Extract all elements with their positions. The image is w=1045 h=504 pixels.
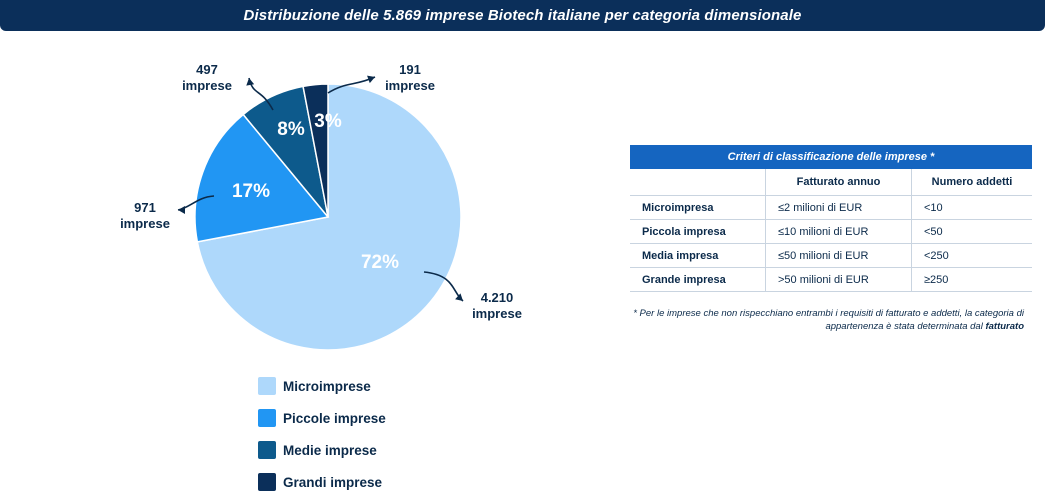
callout-arrowhead <box>178 206 185 214</box>
row-category: Grande impresa <box>642 273 726 286</box>
legend: Microimprese Piccole imprese Medie impre… <box>258 376 386 504</box>
row-revenue: ≤50 milioni di EUR <box>765 244 911 267</box>
row-category: Microimpresa <box>642 201 714 214</box>
table-row: Piccola impresa ≤10 milioni di EUR <50 <box>630 220 1032 244</box>
legend-label: Medie imprese <box>283 442 377 458</box>
header-cell-employees: Numero addetti <box>911 169 1032 195</box>
table-row: Media impresa ≤50 milioni di EUR <250 <box>630 244 1032 268</box>
criteria-header-row: Fatturato annuo Numero addetti <box>630 169 1032 196</box>
legend-swatch <box>258 441 276 459</box>
pie-slice-grandi <box>302 83 329 218</box>
header-cell-revenue: Fatturato annuo <box>765 169 911 195</box>
pie-slice-micro <box>196 83 462 351</box>
row-revenue: >50 milioni di EUR <box>765 268 911 291</box>
legend-swatch <box>258 473 276 491</box>
callout-arrowhead <box>246 78 255 86</box>
criteria-table: Criteri di classificazione delle imprese… <box>630 145 1032 292</box>
slice-count-value: 4.210 <box>481 290 514 305</box>
row-revenue: ≤10 milioni di EUR <box>765 220 911 243</box>
chart-title: Distribuzione delle 5.869 imprese Biotec… <box>243 7 802 24</box>
row-category: Media impresa <box>642 249 719 262</box>
legend-label: Grandi imprese <box>283 474 383 490</box>
slice-count-value: 191 <box>399 62 421 77</box>
callout-arrowhead <box>367 75 375 84</box>
footnote-bold: fatturato <box>985 321 1024 332</box>
row-revenue: ≤2 milioni di EUR <box>765 196 911 219</box>
row-employees: <10 <box>911 196 1032 219</box>
slice-percent-label: 8% <box>277 119 305 140</box>
pie-slice-piccole <box>194 113 330 243</box>
callout-arrowhead <box>455 293 463 301</box>
row-employees: ≥250 <box>911 268 1032 291</box>
title-bar: Distribuzione delle 5.869 imprese Biotec… <box>0 0 1045 31</box>
legend-item-micro: Microimprese <box>258 376 386 396</box>
slice-count-unit: imprese <box>472 306 522 321</box>
legend-swatch <box>258 409 276 427</box>
legend-label: Piccole imprese <box>283 410 386 426</box>
slice-count-unit: imprese <box>120 216 170 231</box>
legend-item-medie: Medie imprese <box>258 440 386 460</box>
row-employees: <50 <box>911 220 1032 243</box>
legend-item-piccole: Piccole imprese <box>258 408 386 428</box>
legend-label: Microimprese <box>283 378 371 394</box>
footnote-text: * Per le imprese che non rispecchiano en… <box>633 308 1024 332</box>
criteria-title: Criteri di classificazione delle imprese… <box>630 145 1032 169</box>
table-row: Microimpresa ≤2 milioni di EUR <10 <box>630 196 1032 220</box>
slice-percent-label: 72% <box>361 252 399 273</box>
table-row: Grande impresa >50 milioni di EUR ≥250 <box>630 268 1032 292</box>
slice-count-unit: imprese <box>385 78 435 93</box>
slice-count-value: 971 <box>134 200 156 215</box>
legend-swatch <box>258 377 276 395</box>
pie-chart: 72%4.210imprese17%971imprese8%497imprese… <box>120 62 522 351</box>
criteria-footnote: * Per le imprese che non rispecchiano en… <box>630 307 1024 333</box>
row-category: Piccola impresa <box>642 225 726 238</box>
header-cell-empty <box>630 169 765 195</box>
slice-count-unit: imprese <box>182 78 232 93</box>
row-employees: <250 <box>911 244 1032 267</box>
slice-percent-label: 3% <box>314 111 342 132</box>
legend-item-grandi: Grandi imprese <box>258 472 386 492</box>
slice-percent-label: 17% <box>232 181 270 202</box>
slice-count-value: 497 <box>196 62 218 77</box>
